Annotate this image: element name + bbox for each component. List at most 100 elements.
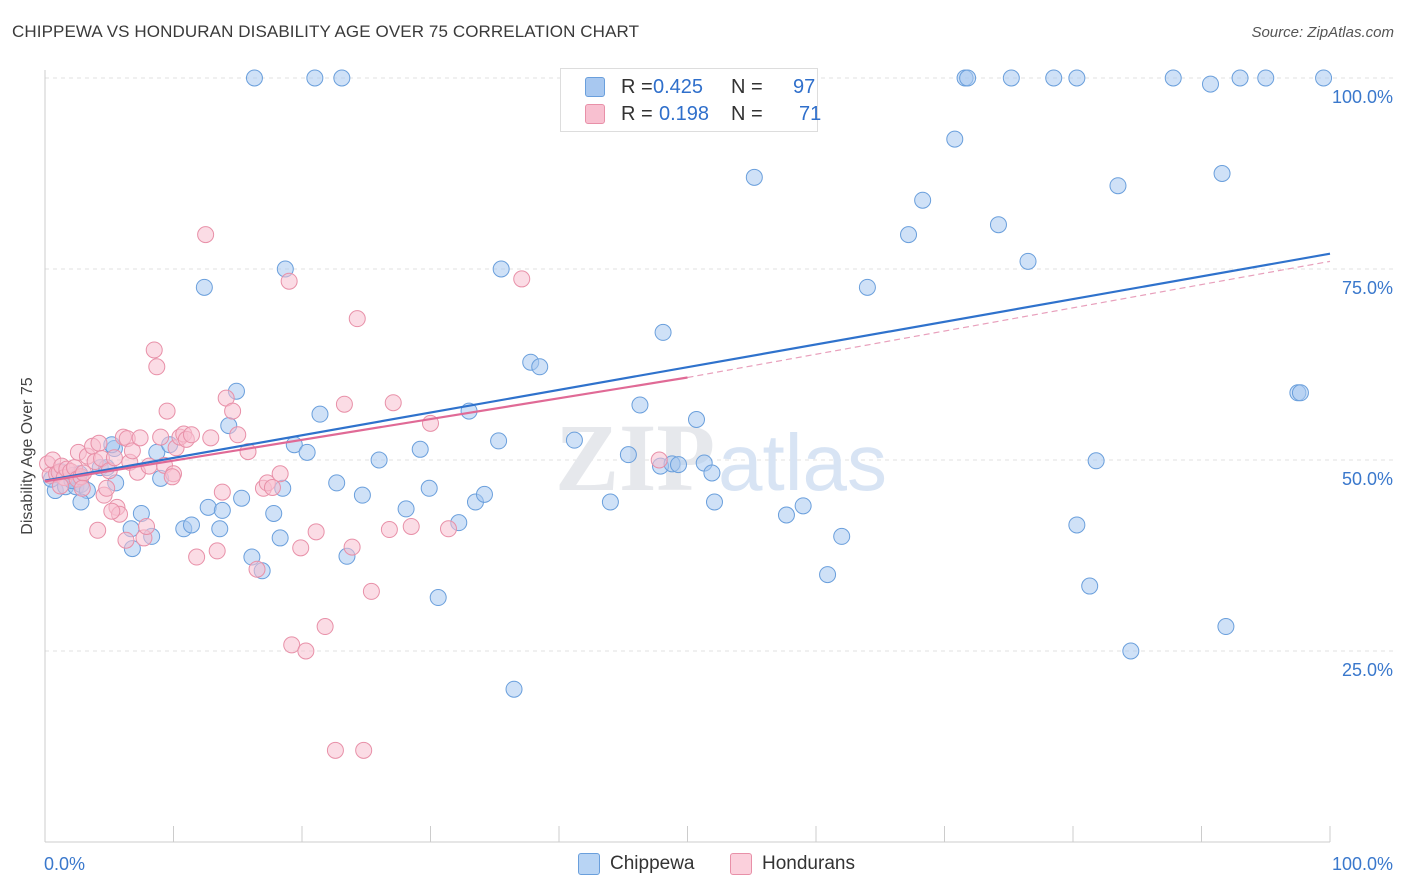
x-tick-label: 0.0%: [44, 854, 85, 874]
hondurans-point: [73, 479, 91, 497]
chippewa-point: [1019, 252, 1037, 270]
watermark-atlas: atlas: [718, 418, 887, 507]
chippewa-point: [475, 485, 493, 503]
hondurans-point: [650, 451, 668, 469]
honduran-points: [39, 226, 668, 759]
r-value: 0.425: [653, 75, 704, 98]
y-tick-label: 75.0%: [1342, 278, 1393, 298]
hondurans-point: [202, 429, 220, 447]
chippewa-point: [271, 529, 289, 547]
hondurans-point: [188, 548, 206, 566]
y-tick-label: 100.0%: [1332, 87, 1393, 107]
r-value: 0.198: [659, 102, 710, 125]
chippewa-point: [233, 489, 251, 507]
chippewa-point: [353, 486, 371, 504]
chippewa-point: [777, 506, 795, 524]
hondurans-point: [513, 270, 531, 288]
hondurans-point: [316, 618, 334, 636]
chippewa-point: [213, 501, 231, 519]
chippewa-point: [858, 278, 876, 296]
chippewa-point: [328, 474, 346, 492]
chart-title: CHIPPEWA VS HONDURAN DISABILITY AGE OVER…: [12, 22, 640, 41]
chippewa-point: [265, 504, 283, 522]
chippewa-point: [565, 431, 583, 449]
chippewa-points: [42, 69, 1333, 698]
hondurans-swatch: [585, 104, 605, 124]
y-tick-label: 50.0%: [1342, 469, 1393, 489]
hondurans-point: [138, 517, 156, 535]
hondurans-point: [283, 636, 301, 654]
chippewa-point: [900, 226, 918, 244]
chippewa-point: [914, 191, 932, 209]
chippewa-point: [1122, 642, 1140, 660]
hondurans-point: [224, 402, 242, 420]
chippewa-point: [1201, 75, 1219, 93]
chippewa-point: [492, 260, 510, 278]
hondurans-point: [326, 741, 344, 759]
hondurans-point: [90, 434, 108, 452]
gridlines: [45, 77, 1395, 652]
chippewa-point: [1068, 69, 1086, 87]
chippewa-point: [490, 432, 508, 450]
hondurans-point: [197, 226, 215, 244]
hondurans-point: [343, 538, 361, 556]
hondurans-point: [280, 272, 298, 290]
chippewa-point: [959, 69, 977, 87]
hondurans-point: [439, 520, 457, 538]
chippewa-point: [705, 493, 723, 511]
hondurans-legend-label: Hondurans: [762, 853, 855, 874]
hondurans-point: [105, 449, 123, 467]
hondurans-point: [117, 531, 135, 549]
hondurans-point: [103, 502, 121, 520]
chippewa-point: [182, 516, 200, 534]
hondurans-point: [152, 428, 170, 446]
chippewa-point: [1315, 69, 1333, 87]
chippewa-point: [531, 358, 549, 376]
n-value: 97: [793, 75, 816, 98]
chippewa-point: [195, 278, 213, 296]
hondurans-trend-extension: [687, 260, 1331, 379]
chippewa-legend-swatch: [578, 853, 600, 875]
chippewa-point: [245, 69, 263, 87]
chippewa-point: [211, 520, 229, 538]
hondurans-point: [380, 521, 398, 539]
hondurans-point: [292, 539, 310, 557]
chippewa-point: [306, 69, 324, 87]
hondurans-legend-swatch: [730, 853, 752, 875]
hondurans-point: [131, 429, 149, 447]
hondurans-point: [297, 642, 315, 660]
chippewa-point: [298, 443, 316, 461]
hondurans-point: [213, 483, 231, 501]
chippewa-point: [420, 479, 438, 497]
y-tick-label: 25.0%: [1342, 660, 1393, 680]
chippewa-point: [794, 497, 812, 515]
legend-item-chippewa[interactable]: Chippewa: [578, 852, 695, 876]
chippewa-point: [429, 589, 447, 607]
hondurans-point: [263, 479, 281, 497]
chippewa-swatch: [585, 77, 605, 97]
chippewa-point: [1213, 165, 1231, 182]
source-credit: Source: ZipAtlas.com: [1251, 24, 1394, 41]
chippewa-point: [1231, 69, 1249, 87]
chippewa-point: [687, 411, 705, 429]
chippewa-point: [199, 498, 217, 516]
chippewa-point: [333, 69, 351, 87]
hondurans-point: [335, 395, 353, 413]
chippewa-trend-line: [44, 252, 1331, 482]
hondurans-point: [348, 310, 366, 328]
legend-item-hondurans[interactable]: Hondurans: [730, 852, 855, 876]
chippewa-point: [1291, 384, 1309, 402]
hondurans-point: [98, 479, 116, 497]
n-label: N =: [731, 75, 763, 98]
chippewa-point: [1109, 177, 1127, 195]
chippewa-point: [1164, 69, 1182, 87]
chippewa-point: [370, 451, 388, 469]
hondurans-point: [384, 394, 402, 412]
chippewa-point: [397, 500, 415, 518]
chippewa-point: [946, 130, 964, 148]
hondurans-point: [307, 523, 325, 541]
chippewa-point: [670, 456, 688, 474]
chippewa-point: [703, 464, 721, 482]
chippewa-point: [311, 405, 329, 423]
r-label: R =: [621, 102, 653, 125]
